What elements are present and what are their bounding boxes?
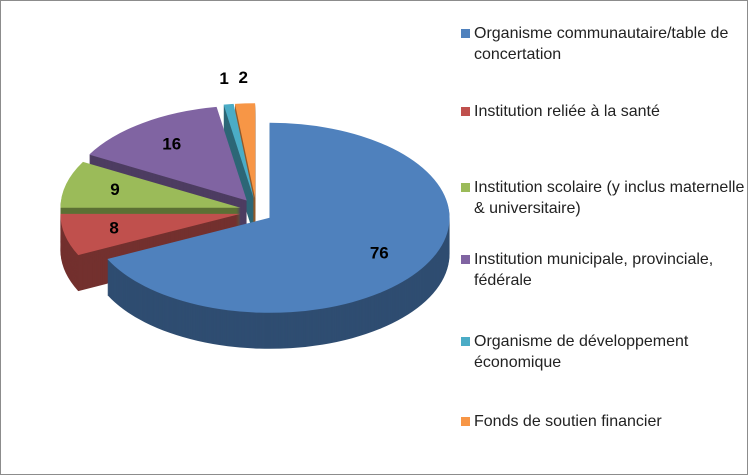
slice-side bbox=[223, 120, 254, 216]
legend-label: Organisme communautaire/table de concert… bbox=[474, 25, 729, 63]
slice-side bbox=[223, 104, 254, 200]
slice-side bbox=[223, 105, 254, 201]
legend-item: Institution reliée à la santé bbox=[461, 101, 747, 122]
slice-side bbox=[223, 110, 254, 206]
slice-side bbox=[223, 109, 254, 205]
slice-side bbox=[223, 119, 254, 215]
legend-swatch bbox=[461, 255, 470, 264]
slice-side bbox=[223, 106, 254, 202]
legend-item: Fonds de soutien financier bbox=[461, 411, 747, 432]
legend-label: Fonds de soutien financier bbox=[474, 413, 662, 430]
legend-item: Organisme de développement économique bbox=[461, 331, 747, 373]
slice bbox=[89, 106, 247, 201]
slice-side bbox=[223, 122, 254, 218]
legend-label: Institution municipale, provinciale, féd… bbox=[474, 251, 714, 289]
slice-side bbox=[223, 124, 254, 220]
slice-side bbox=[223, 112, 254, 208]
slice-side bbox=[223, 113, 254, 209]
slice-side bbox=[223, 127, 254, 223]
pie-area: 76 8 9 16 1 2 bbox=[60, 68, 450, 349]
data-label: 8 bbox=[109, 219, 118, 238]
data-label: 16 bbox=[162, 134, 181, 153]
legend-item: Organisme communautaire/table de concert… bbox=[461, 23, 747, 65]
data-label: 76 bbox=[370, 244, 389, 263]
legend-swatch bbox=[461, 107, 470, 116]
legend-label: Institution reliée à la santé bbox=[474, 103, 660, 120]
slice bbox=[60, 213, 241, 256]
slice-side bbox=[223, 118, 254, 214]
slice-side bbox=[223, 126, 254, 222]
slice-side bbox=[223, 115, 254, 211]
legend-item: Institution scolaire (y inclus maternell… bbox=[461, 177, 747, 219]
slice-side bbox=[223, 125, 254, 221]
slice-side bbox=[223, 111, 254, 207]
legend-swatch bbox=[461, 337, 470, 346]
slice-side bbox=[223, 108, 254, 204]
slice-side bbox=[223, 114, 254, 210]
data-label: 9 bbox=[110, 180, 119, 199]
slice-side bbox=[223, 123, 254, 219]
slice bbox=[223, 103, 254, 199]
slice-side bbox=[223, 121, 254, 217]
slice-side bbox=[223, 116, 254, 212]
slice-side bbox=[223, 117, 254, 213]
slice bbox=[60, 161, 241, 208]
slice-side bbox=[223, 107, 254, 203]
legend-item: Institution municipale, provinciale, féd… bbox=[461, 249, 747, 291]
legend-swatch bbox=[461, 183, 470, 192]
slice bbox=[234, 103, 256, 199]
legend-label: Organisme de développement économique bbox=[474, 333, 689, 371]
slice bbox=[107, 122, 450, 313]
data-label: 2 bbox=[238, 68, 247, 87]
data-label: 1 bbox=[219, 69, 228, 88]
legend-swatch bbox=[461, 29, 470, 38]
legend-swatch bbox=[461, 417, 470, 426]
legend-label: Institution scolaire (y inclus maternell… bbox=[474, 179, 745, 217]
